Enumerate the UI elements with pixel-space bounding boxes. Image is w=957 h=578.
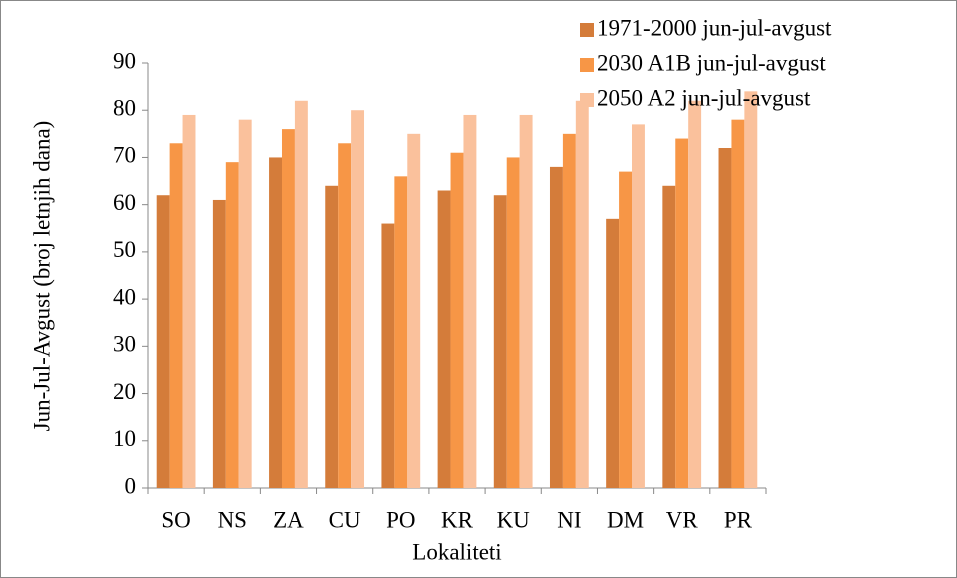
bar xyxy=(493,195,507,488)
y-tick-label: 0 xyxy=(125,473,137,498)
bar xyxy=(294,100,308,489)
y-tick-label: 60 xyxy=(113,190,136,215)
y-tick-label: 90 xyxy=(113,48,136,73)
bar xyxy=(182,114,196,488)
x-tick-label: VR xyxy=(666,507,699,532)
bar xyxy=(463,114,477,488)
x-tick-label: SO xyxy=(161,507,190,532)
y-tick-label: 10 xyxy=(113,426,136,451)
bar xyxy=(169,143,183,488)
bar xyxy=(688,100,702,489)
y-tick-label: 20 xyxy=(113,379,136,404)
y-tick-label: 80 xyxy=(113,96,136,121)
x-tick-label: KU xyxy=(497,507,531,532)
x-tick-label: KR xyxy=(441,507,474,532)
bar xyxy=(407,133,421,489)
bar xyxy=(437,190,451,488)
legend-label: 1971-2000 jun-jul-avgust xyxy=(597,15,832,40)
bar xyxy=(381,223,395,489)
bar xyxy=(619,171,633,488)
x-tick-label: CU xyxy=(329,507,361,532)
bar xyxy=(575,100,589,489)
x-tick-label: NI xyxy=(557,507,581,532)
y-axis-label: Jun-Jul-Avgust (broj letnjih dana) xyxy=(29,121,54,432)
x-tick-label: PR xyxy=(724,507,753,532)
bar xyxy=(212,199,226,488)
legend-swatch xyxy=(580,93,594,107)
bar xyxy=(238,119,252,489)
bar xyxy=(394,176,408,489)
y-tick-label: 30 xyxy=(113,332,136,357)
bar xyxy=(744,91,758,488)
bar xyxy=(506,157,520,488)
bar xyxy=(351,110,365,488)
x-tick-label: NS xyxy=(218,507,247,532)
bar xyxy=(562,133,576,489)
bar xyxy=(269,157,282,488)
y-tick-label: 70 xyxy=(113,143,136,168)
bar xyxy=(675,138,689,489)
x-tick-label: PO xyxy=(386,507,415,532)
bar xyxy=(325,185,339,488)
y-tick-label: 40 xyxy=(113,284,136,309)
bar xyxy=(662,185,676,488)
x-axis-label: Lokaliteti xyxy=(412,539,501,564)
bar xyxy=(632,124,645,488)
bar xyxy=(338,143,352,488)
bar xyxy=(731,119,745,489)
bar xyxy=(281,129,295,488)
legend-swatch xyxy=(580,58,594,72)
x-tick-label: DM xyxy=(607,507,644,532)
legend-swatch xyxy=(580,23,594,37)
bar xyxy=(450,152,464,488)
bar xyxy=(606,218,620,489)
bar xyxy=(549,166,563,488)
y-tick-label: 50 xyxy=(113,237,136,262)
bar xyxy=(519,114,533,488)
bar xyxy=(156,195,170,488)
bar xyxy=(225,162,239,488)
legend-label: 2030 A1B jun-jul-avgust xyxy=(597,50,826,75)
legend-label: 2050 A2 jun-jul-avgust xyxy=(597,85,811,110)
x-tick-label: ZA xyxy=(273,507,304,532)
bar xyxy=(718,148,732,488)
